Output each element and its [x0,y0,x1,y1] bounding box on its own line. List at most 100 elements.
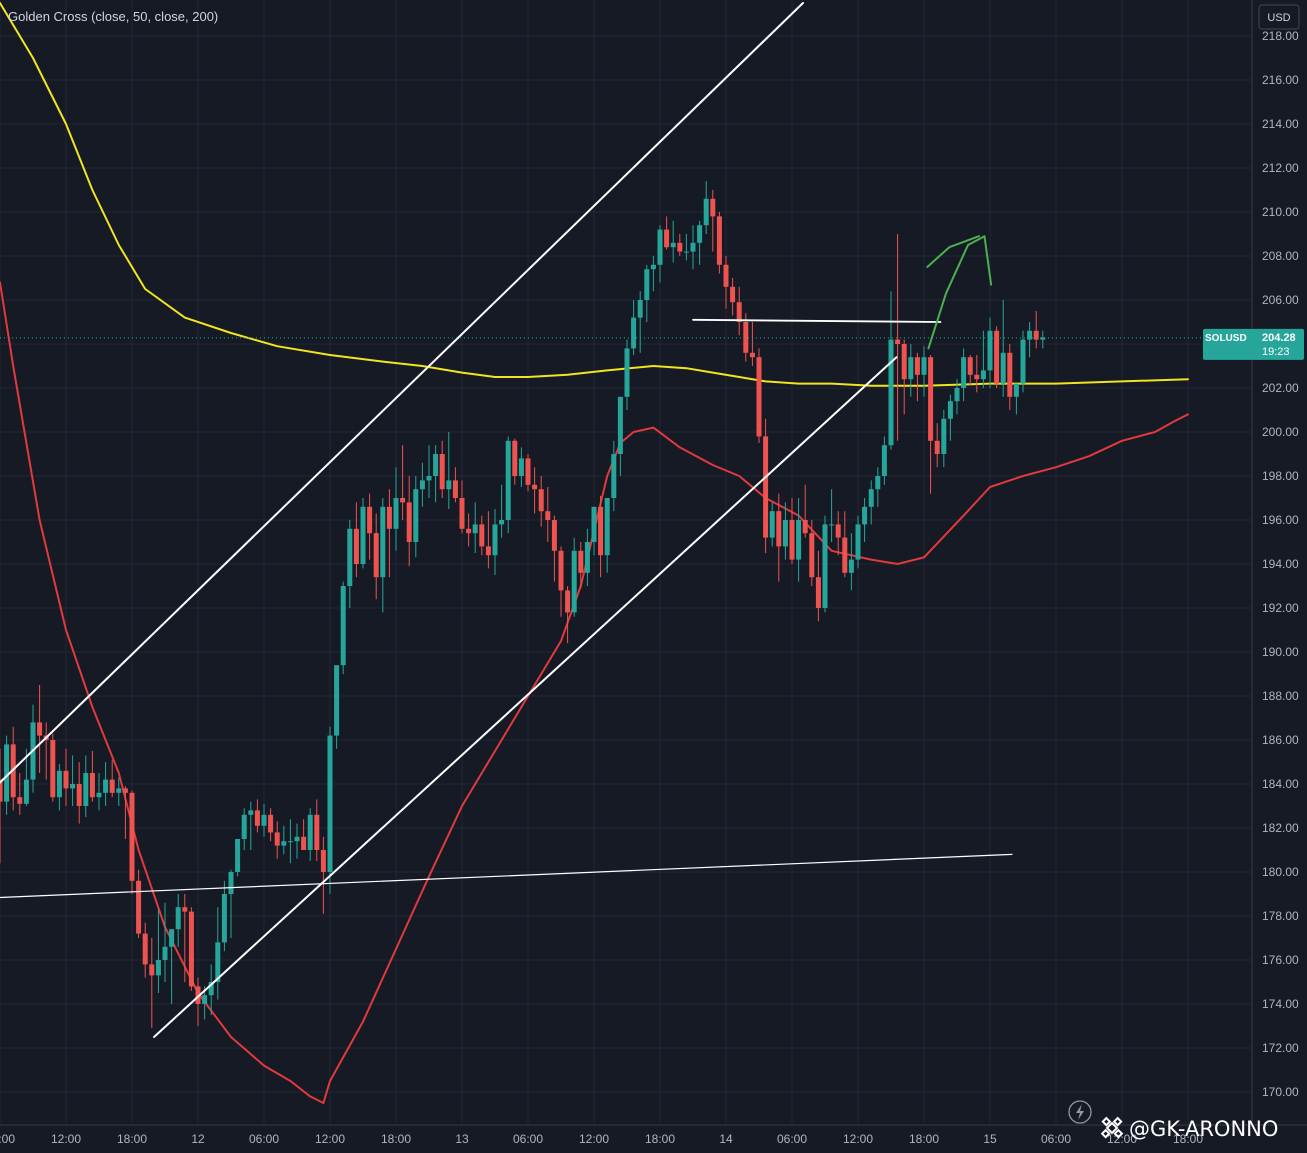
candle [393,467,399,551]
candle [631,300,637,355]
candle [235,839,241,877]
candle-body [881,445,887,476]
candle [419,462,425,507]
time-axis-panel[interactable] [0,1125,1252,1153]
candle [934,423,940,468]
candle-body [83,773,89,806]
candle-body [182,907,188,912]
candle [815,550,821,622]
y-tick-label: 174.00 [1262,997,1299,1011]
candle-body [763,436,769,538]
candle-body [188,911,194,987]
candle [617,396,623,476]
candle-body [320,850,326,872]
ma-200-line [0,2,1189,387]
y-tick-label: 202.00 [1262,381,1299,395]
candle-body [446,480,452,490]
candle [644,264,650,322]
candle [756,348,762,443]
candle-body [380,506,386,578]
candle [769,502,775,547]
candle [373,513,379,600]
x-tick-label: 18:00 [117,1132,147,1146]
candle [677,234,683,256]
time-axis-labels: 06:00 12:00 18:00 12 06:00 12:00 18:00 13 06:00 1… [0,1132,1203,1146]
candle [254,799,260,833]
candle-body [142,933,148,965]
candle [149,938,155,1029]
price-axis-labels: 218.00 216.00 214.00 212.00 210.00 208.00 206.… [1262,29,1299,1099]
candle-body [558,550,564,591]
candle-body [433,454,439,476]
x-tick-label: 12:00 [315,1132,345,1146]
candle-body [136,880,142,934]
candle [1040,330,1046,349]
candle [895,234,901,441]
candle-body [743,322,749,353]
candle-body [485,546,491,556]
y-tick-label: 182.00 [1262,821,1299,835]
candle [155,909,161,993]
y-tick-label: 194.00 [1262,557,1299,571]
candle-body [961,357,967,388]
candle-body [941,418,947,454]
candle-body [637,300,643,318]
candle-body [129,792,135,881]
candle [947,394,953,441]
candle [954,379,960,415]
candle-body [294,836,300,842]
candle [512,438,518,485]
candle-body [89,773,95,798]
candle-body [353,528,359,564]
countdown-label: 19:23 [1262,346,1290,358]
candle [307,808,313,861]
candle [875,467,881,507]
candle [888,291,894,450]
candle-body [901,344,907,380]
candle-body [974,374,980,380]
candle [89,751,95,802]
candle-body [499,520,505,525]
currency-button[interactable]: USD [1258,4,1300,30]
candle-body [149,964,155,976]
y-tick-label: 184.00 [1262,777,1299,791]
candle [941,410,947,468]
watermark: @GK-ARONNO [1100,1116,1278,1141]
candle-body [228,872,234,894]
candle [116,777,122,806]
candle [182,894,188,982]
x-tick-label: 12:00 [1107,1132,1137,1146]
x-tick-label: 12 [191,1132,205,1146]
candle [921,346,927,397]
candle-body [0,779,3,802]
candle-body [578,550,584,573]
candle-body [314,814,320,850]
candle-body [1027,330,1033,340]
candle-body [254,810,260,826]
lightning-icon[interactable] [1068,1100,1092,1124]
candle [347,520,353,608]
candle [723,256,729,309]
x-tick-label: 12:00 [579,1132,609,1146]
candle [749,322,755,366]
candle-body [340,586,346,666]
candle [353,502,359,578]
price-axis-panel[interactable] [1252,0,1307,1125]
y-tick-label: 190.00 [1262,645,1299,659]
candle [83,755,89,817]
candle [657,225,663,283]
candle [334,665,340,749]
y-tick-label: 176.00 [1262,953,1299,967]
candle-body [360,506,366,564]
candle-body [994,330,1000,384]
channel-upper-line [0,2,804,784]
candle [881,436,887,485]
x-tick-label: 15 [983,1132,997,1146]
candle [479,515,485,556]
candle [360,498,366,569]
candle [400,445,406,520]
candle [789,498,795,564]
candle [822,515,828,613]
candle-body [723,264,729,287]
